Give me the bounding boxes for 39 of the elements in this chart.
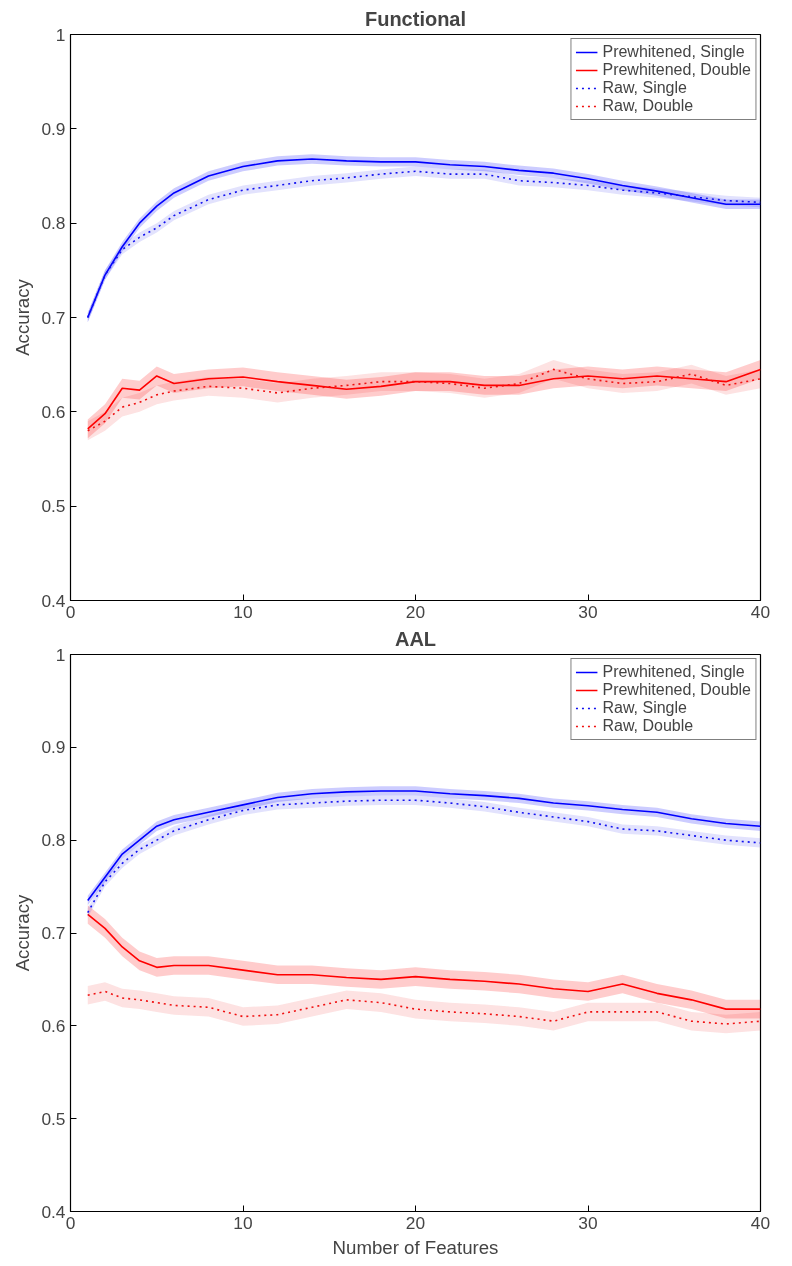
y-axis-title: Accuracy (12, 278, 34, 356)
x-tick-label: 30 (578, 601, 598, 622)
y-tick-label: 0.6 (41, 401, 66, 422)
y-tick-label: 0.4 (41, 1201, 66, 1222)
legend-label: Prewhitened, Double (602, 681, 751, 699)
y-tick-label: 0.7 (41, 307, 66, 328)
x-tick-label: 20 (405, 601, 426, 622)
y-tick-label: 0.8 (41, 213, 66, 234)
x-tick-label: 0 (65, 601, 76, 622)
legend-label: Prewhitened, Double (602, 61, 751, 79)
x-tick-label: 0 (65, 1212, 76, 1233)
y-tick-label: 1 (55, 24, 66, 45)
y-tick-label: 0.6 (41, 1015, 66, 1036)
x-tick-label: 30 (578, 1212, 598, 1233)
x-tick-label: 10 (233, 601, 253, 622)
y-tick-label: 0.5 (41, 496, 66, 517)
y-axis-title: Accuracy (12, 893, 34, 972)
legend-label: Raw, Single (602, 699, 687, 717)
x-tick-label: 40 (750, 1212, 771, 1233)
y-tick-label: 0.9 (41, 118, 66, 139)
line-series (86, 990, 761, 1025)
y-tick-label: 0.7 (41, 923, 66, 943)
x-tick-label: 20 (405, 1212, 426, 1233)
y-tick-label: 0.9 (41, 737, 66, 758)
y-tick-label: 0.8 (41, 830, 66, 851)
legend-label: Raw, Double (602, 97, 694, 115)
x-axis-title: Number of Features (332, 1236, 499, 1258)
y-tick-label: 0.4 (41, 590, 66, 611)
legend-label: Prewhitened, Single (602, 663, 745, 681)
legend-label: Prewhitened, Single (602, 43, 745, 61)
line-series (86, 913, 761, 1010)
legend-label: Raw, Double (602, 717, 694, 735)
y-tick-label: 1 (55, 644, 66, 665)
chart-title: Functional (364, 7, 467, 30)
x-tick-label: 40 (750, 601, 771, 622)
chart-title: AAL (394, 627, 437, 650)
x-tick-label: 10 (233, 1212, 253, 1233)
y-tick-label: 0.5 (41, 1108, 66, 1129)
legend-label: Raw, Single (602, 79, 687, 97)
